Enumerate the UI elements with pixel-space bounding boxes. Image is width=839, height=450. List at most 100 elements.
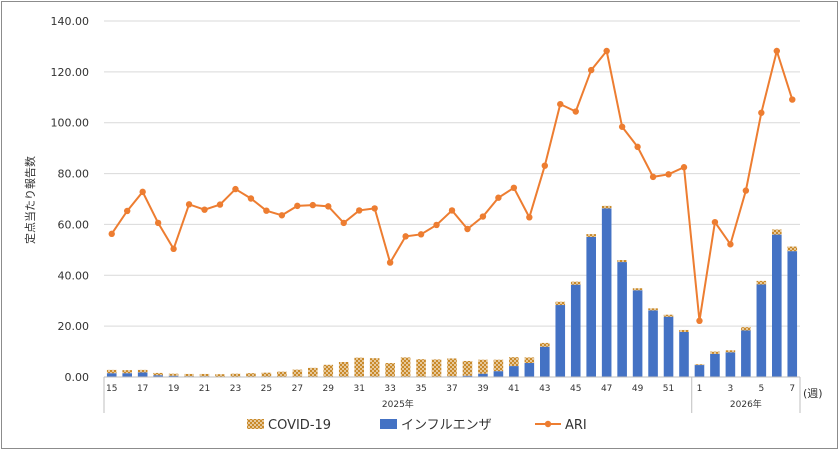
influenza-bar <box>168 375 179 377</box>
legend-influenza-label: インフルエンザ <box>401 418 492 433</box>
covid-bar <box>787 246 798 252</box>
influenza-bar <box>509 366 519 377</box>
covid-bar <box>679 329 689 332</box>
covid-bar <box>663 314 674 317</box>
ari-point <box>433 221 440 229</box>
ari-point <box>526 214 533 221</box>
influenza-bar <box>586 236 596 377</box>
covid-bar <box>710 351 720 354</box>
covid-bar <box>184 373 194 377</box>
x-tick-label: 41 <box>508 384 519 394</box>
ari-point <box>278 212 286 219</box>
influenza-bar <box>694 365 705 377</box>
influenza-bar <box>478 373 488 377</box>
ari-point <box>325 203 332 210</box>
y-tick-label: 20.00 <box>58 320 90 333</box>
x-tick-label: 25 <box>261 384 272 394</box>
covid-bar <box>338 361 349 377</box>
influenza-bar <box>648 310 658 377</box>
covid-bar <box>462 360 473 376</box>
influenza-bar <box>570 284 581 377</box>
legend-ari-marker <box>544 420 552 428</box>
influenza-bar <box>679 331 689 377</box>
ari-point <box>185 201 193 208</box>
ari-point <box>572 108 579 115</box>
x-tick-label: 35 <box>415 384 426 394</box>
influenza-bar <box>540 346 550 377</box>
ari-series-line <box>110 47 794 321</box>
x-tick-label: 17 <box>137 384 148 394</box>
covid-bar <box>694 364 705 366</box>
ari-point <box>727 241 734 248</box>
covid-bar <box>308 367 318 377</box>
ari-point <box>356 207 363 214</box>
influenza-bar <box>122 373 132 377</box>
influenza-bar <box>555 305 566 377</box>
covid-bar <box>230 373 241 377</box>
ari-line <box>108 47 796 325</box>
covid-bar <box>323 364 334 377</box>
influenza-bar <box>137 372 148 377</box>
influenza-bar <box>787 251 798 377</box>
covid-bar <box>555 301 566 306</box>
ari-point <box>495 194 502 201</box>
ari-point <box>340 219 347 227</box>
covid-bar <box>509 357 519 367</box>
x-axis: 15 17 19 21 23 25 27 29 31 33 35 37 39 41 43 45 47 49 51 1 3… <box>103 376 823 413</box>
ari-point <box>479 213 487 220</box>
covid-bar <box>772 229 782 235</box>
influenza-bar <box>617 262 627 377</box>
influenza-bar <box>493 371 504 377</box>
ari-point <box>789 96 796 103</box>
ari-point <box>386 259 394 266</box>
ari-point <box>665 171 672 178</box>
x-tick-label: 3 <box>728 384 734 394</box>
y-axis: 0.00 20.00 40.00 60.00 80.00 100.00 120.00 140.… <box>51 15 90 384</box>
legend-influenza-swatch <box>380 419 397 429</box>
influenza-bar <box>632 290 643 377</box>
legend-ari-label: ARI <box>565 418 587 433</box>
ari-point <box>124 207 131 215</box>
influenza-bar <box>524 363 535 377</box>
influenza-bar <box>663 316 674 377</box>
influenza-bar <box>772 234 782 377</box>
covid-bar <box>369 358 380 377</box>
ari-point <box>201 206 208 213</box>
ari-point <box>510 184 518 192</box>
x-tick-label: 5 <box>758 384 764 394</box>
ari-point <box>232 185 239 193</box>
ari-point <box>154 219 162 227</box>
x-tick-label: 49 <box>632 384 644 394</box>
ari-point <box>773 47 780 55</box>
covid-bar <box>385 363 395 377</box>
covid-bar <box>540 342 550 347</box>
covid-bar <box>725 350 736 353</box>
covid-bar <box>400 357 411 377</box>
ari-point <box>711 218 719 226</box>
x-tick-label: 7 <box>789 384 795 394</box>
year-label: 2026年 <box>730 398 762 410</box>
ari-point <box>247 195 255 202</box>
x-tick-label: 31 <box>353 384 364 394</box>
ari-point <box>417 231 425 238</box>
influenza-bar <box>756 284 767 377</box>
covid-bar <box>199 373 210 377</box>
ari-point <box>557 100 564 108</box>
covid-bar <box>601 205 612 209</box>
ari-point <box>742 187 750 194</box>
x-tick-label: 51 <box>663 384 674 394</box>
covid-bar <box>431 359 442 377</box>
x-tick-label: 47 <box>601 384 612 394</box>
ari-point <box>588 66 595 74</box>
covid-bar <box>632 288 643 291</box>
ari-point <box>139 188 146 196</box>
ari-point <box>603 47 610 55</box>
year-label: 2025年 <box>382 398 414 410</box>
covid-bar <box>122 370 132 374</box>
covid-bar <box>354 357 364 377</box>
influenza-bar <box>462 375 473 377</box>
ari-point <box>108 230 115 238</box>
x-tick-label: 45 <box>570 384 581 394</box>
covid-bar <box>215 374 225 377</box>
y-tick-label: 40.00 <box>58 269 90 282</box>
